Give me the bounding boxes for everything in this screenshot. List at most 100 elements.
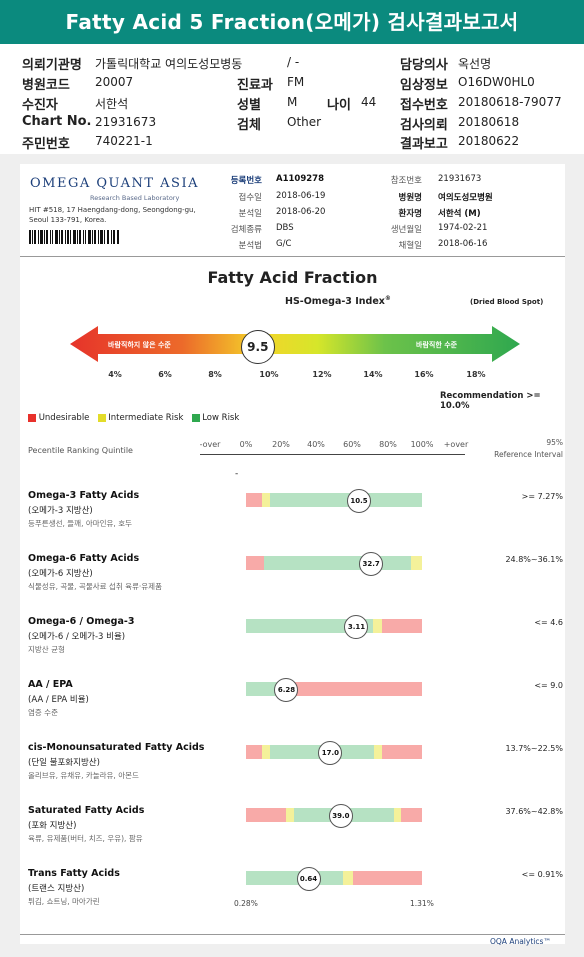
scale-tick-label: 16%	[414, 370, 434, 379]
doctor-value: 옥선명	[458, 57, 492, 71]
ranking-tick-label: +over	[443, 440, 469, 449]
patient-value: 서한석	[95, 97, 129, 111]
trans-axis-max: 1.31%	[410, 899, 434, 908]
bar-segment-red	[246, 745, 262, 759]
row-description: 올리브유, 유채유, 카놀라유, 아몬드	[28, 771, 139, 780]
ranking-tick-label: -over	[199, 440, 221, 449]
scale-tick-label: 18%	[466, 370, 486, 379]
bar-segment-yel	[393, 808, 401, 822]
bar-segment-red	[353, 871, 422, 885]
fraction-heading: Fatty Acid Fraction	[207, 268, 378, 287]
slash-value: / -	[287, 55, 300, 69]
clinical-label: 임상정보	[400, 78, 448, 93]
result-value: 20180622	[458, 134, 520, 148]
lab-address-2: Seoul 133-791, Korea.	[29, 216, 107, 224]
row-subtitle: (오메가-6 지방산)	[28, 569, 93, 579]
recommendation: Recommendation >= 10.0%	[440, 391, 541, 411]
bar-segment-yel	[261, 493, 270, 507]
row-description: 튀김, 쇼트닝, 마아가린	[28, 897, 100, 906]
footer-divider	[20, 934, 565, 935]
scale-tick-label: 8%	[208, 370, 222, 379]
row-reference: >= 7.27%	[521, 492, 563, 501]
scale-tick-label: 4%	[108, 370, 122, 379]
hospital-code-value: 20007	[95, 75, 134, 89]
bar-segment-red	[381, 745, 422, 759]
patient-name-value: 서한석 (M)	[438, 209, 481, 219]
ranking-tick-label: 40%	[307, 440, 325, 449]
index-reg-mark: ®	[384, 295, 391, 302]
bar-segment-red	[246, 556, 264, 570]
row-subtitle: (AA / EPA 비율)	[28, 695, 89, 705]
sex-label: 성별	[237, 98, 261, 113]
lab-tagline: Research Based Laboratory	[90, 194, 180, 202]
footer-brand: OQA Analytics™	[490, 937, 551, 946]
method-label: 분석법	[238, 241, 262, 251]
result-label: 결과보고	[400, 137, 448, 152]
row-reference: 37.6%~42.8%	[505, 807, 563, 816]
legend-undesirable: Undesirable	[38, 413, 90, 423]
dbs-note: (Dried Blood Spot)	[470, 298, 544, 306]
bar-segment-grn	[246, 619, 373, 633]
hospital-label: 병원명	[398, 193, 422, 203]
omega-index-arrow	[70, 326, 520, 362]
hospital-code-label: 병원코드	[22, 78, 70, 93]
specimen-type-label: 검체종류	[230, 225, 262, 235]
chart-label: Chart No.	[22, 114, 92, 129]
report-card: OMEGA QUANT ASIA Research Based Laborato…	[20, 164, 565, 946]
barcode-icon	[29, 230, 119, 244]
age-value: 44	[361, 95, 377, 109]
row-reference: <= 4.6	[534, 618, 563, 627]
received-value: 2018-06-19	[276, 191, 326, 201]
row-bar	[246, 556, 422, 570]
row-title: Omega-3 Fatty Acids	[28, 490, 140, 501]
clinical-value: O16DW0HL0	[458, 75, 535, 89]
request-label: 검사의뢰	[400, 118, 448, 133]
row-value-badge: 0.64	[296, 867, 321, 891]
scale-tick-label: 12%	[312, 370, 332, 379]
lab-logo: OMEGA QUANT ASIA	[30, 176, 199, 191]
row-title: cis-Monounsaturated Fatty Acids	[28, 742, 205, 753]
dob-value: 1974-02-21	[438, 223, 488, 233]
row-description: 지방산 균형	[28, 645, 65, 654]
scale-tick-label: 10%	[259, 370, 279, 379]
reg-no-value: A1109278	[276, 174, 324, 184]
row-reference: 24.8%~36.1%	[505, 555, 563, 564]
ranking-tick-label: 80%	[379, 440, 397, 449]
row-subtitle: (오메가-3 지방산)	[28, 506, 93, 516]
legend-intermediate-swatch	[97, 413, 106, 422]
ranking-dash: -	[235, 469, 239, 479]
bar-segment-yel	[261, 745, 270, 759]
received-label: 접수일	[238, 193, 262, 203]
meta-divider	[20, 256, 565, 257]
bar-segment-red	[246, 808, 287, 822]
bar-segment-grn	[246, 682, 282, 696]
institution-value: 가톨릭대학교 여의도성모병동	[95, 57, 243, 71]
ref-no-label: 참조번호	[390, 176, 422, 186]
receipt-label: 접수번호	[400, 98, 448, 113]
report-title: Fatty Acid 5 Fraction(오메가) 검사결과보고서	[0, 0, 584, 44]
dept-label: 진료과	[237, 78, 273, 93]
ref-header-2: Reference Interval	[494, 450, 563, 459]
analyzed-value: 2018-06-20	[276, 207, 326, 217]
lab-address-1: HIT #518, 17 Haengdang-dong, Seongdong-g…	[29, 206, 196, 214]
row-bar	[246, 682, 422, 696]
institution-label: 의뢰기관명	[22, 58, 82, 73]
index-label-text: HS-Omega-3 Index	[285, 296, 385, 308]
legend-low: Low Risk	[202, 413, 240, 423]
row-bar	[246, 493, 422, 507]
ranking-tick-label: 0%	[239, 440, 253, 449]
bar-segment-grn	[269, 493, 422, 507]
row-reference: <= 0.91%	[521, 870, 563, 879]
row-title: Omega-6 / Omega-3	[28, 616, 135, 627]
row-description: 식물성유, 곡물, 곡물사료 섭취 육류·유제품	[28, 582, 162, 591]
arrow-shape	[70, 326, 520, 362]
specimen-type-value: DBS	[276, 223, 294, 233]
omega-index-marker: 9.5	[240, 330, 275, 364]
row-reference: <= 9.0	[534, 681, 563, 690]
ranking-axis-line	[200, 454, 465, 455]
ref-header-1: 95%	[546, 438, 563, 447]
row-title: Trans Fatty Acids	[28, 868, 120, 879]
dept-value: FM	[287, 75, 305, 89]
undesirable-level-text: 바람직하지 않은 수준	[108, 341, 171, 349]
row-bar	[246, 871, 422, 885]
